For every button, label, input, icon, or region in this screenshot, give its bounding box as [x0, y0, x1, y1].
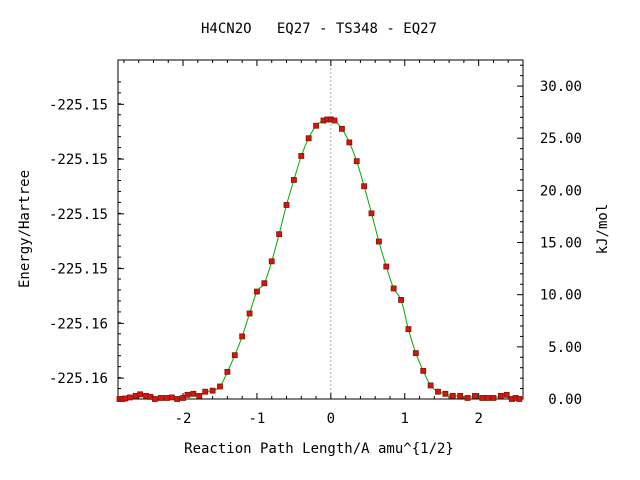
- data-point: [190, 390, 197, 397]
- data-point: [152, 396, 158, 402]
- y-left-tick-label: -225.15: [49, 262, 108, 278]
- data-point: [196, 392, 203, 399]
- data-point: [126, 394, 133, 401]
- data-point: [464, 395, 471, 401]
- data-point: [361, 183, 368, 190]
- data-point: [368, 210, 375, 217]
- chart-title: H4CN2O EQ27 - TS348 - EQ27: [201, 21, 437, 37]
- data-point: [180, 395, 186, 401]
- data-point: [231, 352, 238, 359]
- y-left-tick-label: -225.15: [49, 207, 108, 223]
- y-right-tick-label: 25.00: [540, 131, 582, 147]
- data-point: [239, 333, 246, 340]
- plot-frame: [117, 59, 524, 400]
- data-point: [484, 395, 491, 401]
- y-axis-label-right: kJ/mol: [595, 204, 611, 255]
- y-left-tick-label: -225.15: [49, 97, 108, 113]
- data-point: [479, 395, 486, 401]
- x-tick-label: 2: [474, 411, 482, 427]
- x-tick-label: 0: [327, 411, 335, 427]
- data-point: [137, 391, 144, 398]
- data-point: [298, 153, 305, 159]
- data-point: [497, 392, 504, 399]
- data-point: [290, 177, 297, 183]
- data-point: [412, 350, 419, 357]
- y-right-tick-label: 15.00: [540, 236, 582, 252]
- data-point: [353, 158, 360, 165]
- data-point: [516, 396, 523, 402]
- data-point: [390, 285, 397, 292]
- data-point: [346, 139, 353, 146]
- data-point: [184, 391, 191, 398]
- x-tick-label: 1: [401, 411, 409, 427]
- data-point: [398, 297, 404, 303]
- data-point: [420, 367, 427, 374]
- y-left-tick-label: -225.15: [49, 152, 108, 168]
- data-point: [427, 382, 434, 389]
- data-point: [442, 390, 449, 397]
- data-point: [457, 392, 464, 399]
- data-point: [472, 392, 478, 399]
- data-point: [163, 395, 170, 401]
- y-right-tick-label: 0.00: [548, 392, 582, 408]
- data-point: [405, 326, 412, 333]
- data-point: [246, 310, 253, 317]
- data-point: [375, 238, 382, 245]
- y-right-tick-label: 5.00: [548, 340, 582, 356]
- data-point: [174, 396, 181, 402]
- data-point: [339, 125, 345, 132]
- data-point: [503, 391, 510, 398]
- y-left-tick-label: -225.16: [49, 371, 108, 387]
- y-right-tick-label: 10.00: [540, 288, 582, 304]
- data-point: [217, 383, 223, 390]
- y-right-tick-label: 20.00: [540, 183, 582, 199]
- data-point: [268, 258, 275, 265]
- data-point: [449, 392, 456, 399]
- data-point: [383, 263, 390, 270]
- data-point: [331, 117, 338, 124]
- y-right-tick-label: 30.00: [540, 79, 582, 95]
- y-axis-label-left: Energy/Hartree: [17, 170, 33, 288]
- y-left-tick-label: -225.16: [49, 316, 108, 332]
- x-tick-label: -2: [175, 411, 192, 427]
- x-tick-label: -1: [249, 411, 266, 427]
- data-point: [261, 280, 268, 287]
- data-point: [224, 368, 231, 375]
- data-point: [305, 135, 312, 142]
- data-point: [169, 394, 175, 401]
- data-point: [276, 231, 283, 238]
- data-point: [209, 387, 216, 394]
- data-point: [313, 122, 319, 129]
- data-point: [157, 395, 164, 401]
- series-line: [119, 118, 520, 400]
- x-axis-label: Reaction Path Length/A amu^{1/2}: [184, 441, 454, 457]
- data-point: [435, 388, 441, 395]
- data-point: [202, 388, 209, 395]
- data-point: [254, 288, 260, 295]
- data-point: [283, 202, 290, 208]
- data-point: [490, 395, 497, 401]
